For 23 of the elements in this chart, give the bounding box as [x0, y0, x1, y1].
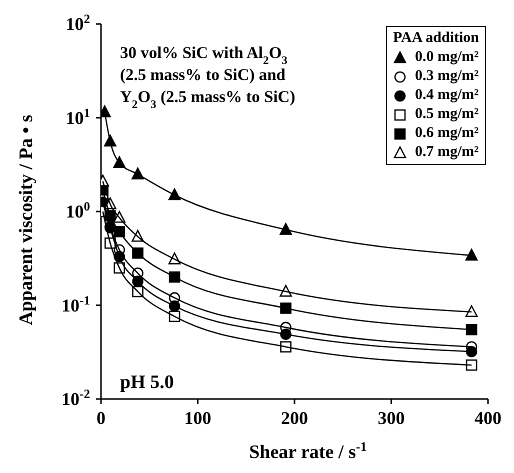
- x-tick-label: 200: [281, 408, 308, 428]
- y-tick-label: 10$^{-2}$: [62, 387, 90, 409]
- y-tick-label: 10$^{2}$: [66, 12, 90, 34]
- y-axis-title: Apparent viscosity / Pa • s: [16, 114, 37, 326]
- legend-label: 0.3 mg/m²: [415, 67, 479, 86]
- y-tick-label: 10$^{1}$: [66, 106, 90, 128]
- x-tick-label: 400: [474, 408, 502, 428]
- legend-label: 0.5 mg/m²: [415, 105, 479, 124]
- x-tick-label: 0: [96, 408, 106, 428]
- annotation: Y$_{2}$O$_{3}$ (2.5 mass% to SiC): [120, 87, 296, 111]
- y-tick-label: 10$^{-1}$: [62, 293, 90, 316]
- legend-title: PAA addition: [393, 29, 479, 48]
- x-tick-label: 300: [378, 408, 405, 428]
- legend-label: 0.0 mg/m²: [415, 48, 479, 67]
- legend-label: 0.7 mg/m²: [415, 143, 479, 162]
- x-tick-label: 100: [184, 408, 212, 428]
- x-axis-title: Shear rate / s$^{-1}$: [249, 438, 367, 463]
- annotation: (2.5 mass% to SiC) and: [120, 65, 286, 84]
- legend-label: 0.6 mg/m²: [415, 124, 479, 143]
- legend-label: 0.4 mg/m²: [415, 86, 479, 105]
- annotation: 30 vol% SiC with Al$_{2}$O$_{3}$: [120, 43, 288, 67]
- y-tick-label: 10$^{0}$: [66, 200, 90, 222]
- annotation: pH 5.0: [120, 372, 174, 393]
